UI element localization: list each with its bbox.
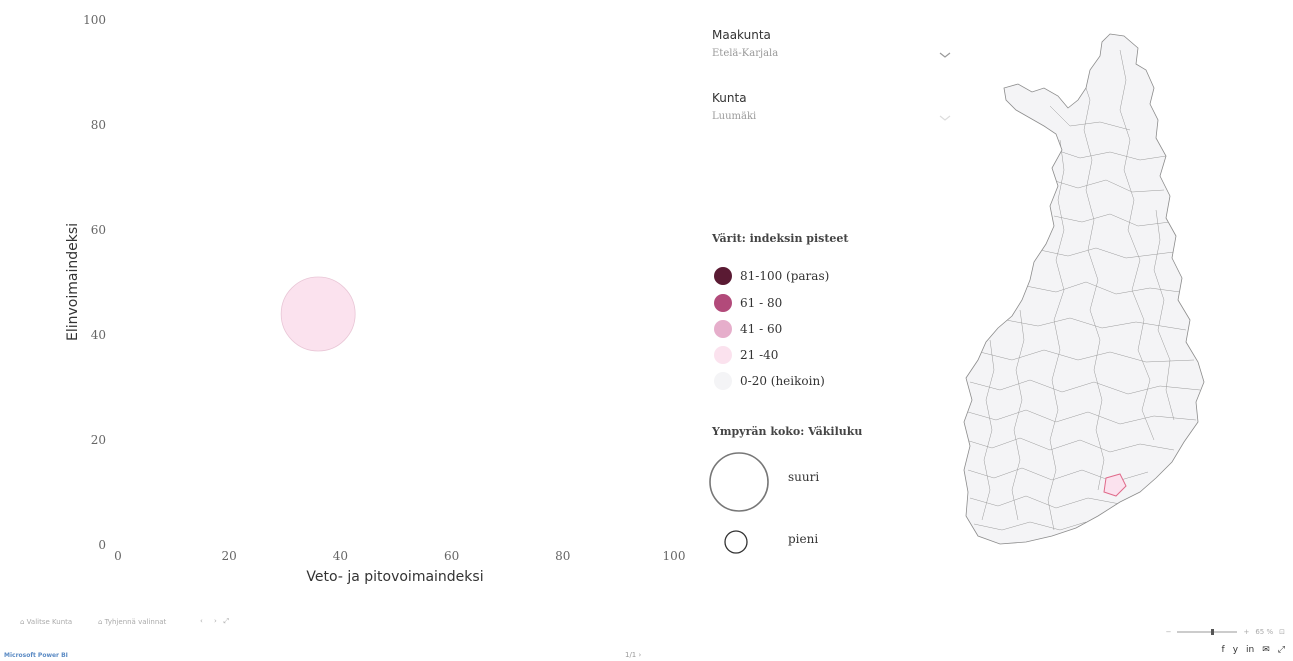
size-legend-small-circle (724, 530, 748, 554)
size-legend-small-label: pieni (788, 532, 819, 546)
bottom-link-clear[interactable]: ⌂ Tyhjennä valinnat (98, 618, 166, 626)
legend-swatch (714, 372, 732, 390)
chart-points (280, 276, 356, 352)
y-axis-ticks: 0 20 40 60 80 100 (83, 13, 106, 552)
selected-municipality[interactable] (1103, 473, 1127, 497)
size-legend-large-circle (709, 452, 769, 512)
email-icon[interactable]: ✉ (1262, 645, 1270, 655)
legend-label: 61 - 80 (740, 296, 783, 310)
legend-item: 61 - 80 (714, 294, 782, 312)
size-legend-large-label: suuri (788, 470, 820, 484)
page-indicator[interactable]: 1/1 › (625, 651, 642, 659)
map-outline (963, 33, 1205, 545)
slicer-kunta-value[interactable]: Luumäki (712, 111, 757, 122)
color-legend-title: Värit: indeksin pisteet (712, 232, 849, 245)
fit-page-icon[interactable]: ⊡ (1279, 628, 1285, 636)
x-tick-label: 80 (555, 549, 570, 563)
slicer-kunta[interactable]: Kunta Luumäki (712, 91, 952, 122)
nav-controls[interactable]: ‹ › ⤢ (200, 617, 229, 626)
x-axis-ticks: 0 20 40 60 80 100 (114, 549, 685, 563)
legend-label: 21 -40 (740, 348, 779, 362)
slicer-maakunta[interactable]: Maakunta Etelä-Karjala (712, 28, 952, 59)
legend-item: 21 -40 (714, 346, 778, 364)
legend-swatch (714, 267, 732, 285)
legend-swatch (714, 320, 732, 338)
bottom-link-clear-label: Tyhjennä valinnat (104, 618, 167, 626)
expand-icon[interactable]: ⤢ (223, 617, 230, 625)
chart-point[interactable] (280, 276, 356, 352)
x-axis-title: Veto- ja pitovoimaindeksi (306, 569, 483, 585)
scatter-chart: 0 20 40 60 80 100 0 20 40 60 80 100 Elinvoimaindek… (65, 13, 685, 585)
bookmark-icon: ⌂ (98, 618, 105, 626)
x-tick-label: 0 (114, 549, 122, 563)
x-tick-label: 40 (333, 549, 348, 563)
fullscreen-icon[interactable]: ⤢ (1277, 645, 1285, 655)
y-tick-label: 0 (98, 538, 106, 552)
y-tick-label: 100 (83, 13, 106, 27)
slicer-maakunta-value[interactable]: Etelä-Karjala (712, 48, 779, 59)
x-tick-label: 100 (663, 549, 686, 563)
legend-label: 0-20 (heikoin) (740, 374, 825, 388)
legend-label: 81-100 (paras) (740, 269, 830, 283)
y-axis-title: Elinvoimaindeksi (65, 223, 81, 341)
legend-item: 41 - 60 (714, 320, 782, 338)
y-tick-label: 40 (91, 328, 106, 342)
chevron-left-icon[interactable]: ‹ (200, 617, 203, 625)
x-tick-label: 20 (222, 549, 237, 563)
share-icons[interactable]: f y in ✉ ⤢ (1222, 645, 1285, 655)
municipality-borders (965, 49, 1201, 531)
zoom-value: 65 % (1255, 628, 1274, 636)
bookmark-icon: ⌂ (20, 618, 27, 626)
legend-item: 0-20 (heikoin) (714, 372, 825, 390)
zoom-control[interactable]: − + 65 % ⊡ (1166, 628, 1285, 636)
legend-swatch (714, 346, 732, 364)
zoom-plus-icon[interactable]: + (1243, 628, 1250, 636)
chevron-down-icon[interactable] (938, 50, 952, 60)
y-tick-label: 80 (91, 118, 106, 132)
linkedin-icon[interactable]: in (1246, 645, 1255, 655)
size-legend-title: Ympyrän koko: Väkiluku (712, 425, 863, 438)
legend-label: 41 - 60 (740, 322, 783, 336)
bottom-link-select[interactable]: ⌂ Valitse Kunta (20, 618, 72, 626)
zoom-slider-thumb[interactable] (1211, 629, 1215, 635)
legend-swatch (714, 294, 732, 312)
slicer-kunta-label: Kunta (712, 91, 747, 105)
legend-item: 81-100 (paras) (714, 267, 829, 285)
y-tick-label: 20 (91, 433, 106, 447)
x-tick-label: 60 (444, 549, 459, 563)
finland-map[interactable] (960, 30, 1210, 555)
chevron-down-icon[interactable] (938, 113, 952, 123)
bottom-link-select-label: Valitse Kunta (26, 618, 73, 626)
twitter-icon[interactable]: y (1232, 645, 1239, 655)
brand-link[interactable]: Microsoft Power BI (4, 652, 68, 659)
zoom-slider[interactable] (1177, 629, 1238, 635)
chevron-right-icon[interactable]: › (213, 617, 217, 625)
zoom-minus-icon[interactable]: − (1165, 628, 1172, 636)
y-tick-label: 60 (91, 223, 106, 237)
slicer-maakunta-label: Maakunta (712, 28, 771, 42)
facebook-icon[interactable]: f (1221, 645, 1225, 655)
